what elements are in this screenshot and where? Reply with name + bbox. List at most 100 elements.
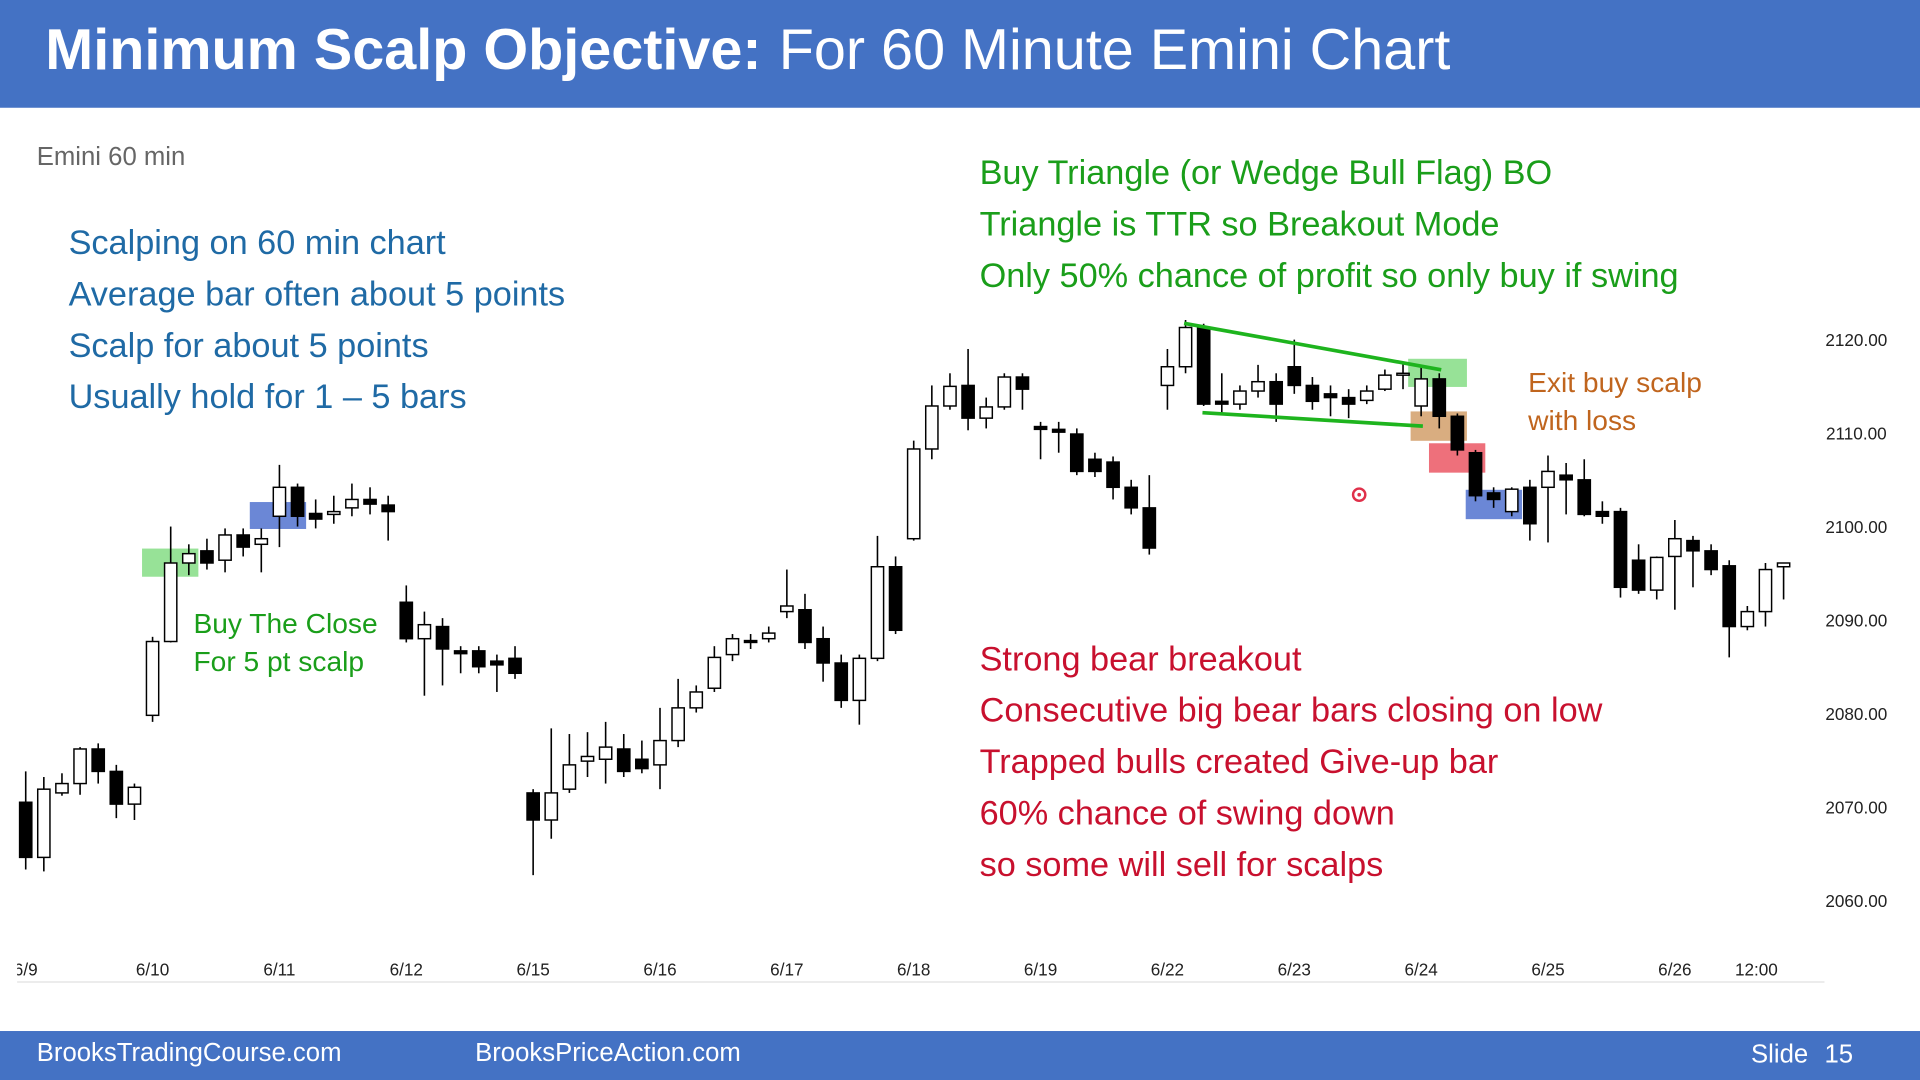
annotation: Buy The Close	[193, 608, 377, 639]
candles	[18, 320, 1791, 876]
candle-body	[1613, 510, 1628, 589]
annotation: 60% chance of swing down	[980, 795, 1395, 833]
x-tick-label: 6/11	[263, 960, 295, 980]
candle-body	[689, 691, 704, 709]
candle-body	[1106, 461, 1120, 489]
candle-body	[1142, 507, 1157, 549]
candle-body	[870, 566, 885, 660]
annotation: Consecutive big bear bars closing on low	[980, 692, 1603, 730]
trendline	[1183, 321, 1442, 372]
x-tick-label: 6/12	[390, 960, 423, 980]
candle-body	[961, 384, 975, 419]
candle-body	[562, 764, 577, 790]
candle-body	[1758, 568, 1773, 613]
candle-body	[1396, 372, 1410, 376]
candle-body	[1033, 425, 1048, 431]
x-tick-label: 6/16	[643, 960, 676, 980]
x-tick-label: 6/19	[1024, 960, 1057, 980]
cursor-dot	[1357, 492, 1362, 497]
y-tick-label: 2100.00	[1825, 517, 1887, 537]
candle-body	[290, 486, 305, 518]
candle-body	[635, 758, 649, 770]
candle-body	[1686, 539, 1700, 552]
candle-body	[1668, 537, 1682, 558]
candle-body	[1214, 400, 1229, 405]
candle-body	[798, 608, 812, 644]
candle-body	[979, 406, 994, 419]
title-bold: Minimum Scalp Objective:	[45, 18, 761, 82]
annotation: Only 50% chance of profit so only buy if…	[980, 257, 1679, 295]
candle-body	[1069, 433, 1084, 473]
annotation: Average bar often about 5 points	[69, 275, 566, 313]
candle-body	[236, 534, 251, 548]
candle-body	[163, 562, 178, 643]
candle-body	[779, 605, 794, 613]
annotation: Scalp for about 5 points	[69, 327, 429, 365]
candle-body	[1378, 374, 1392, 390]
x-tick-label: 6/25	[1531, 960, 1564, 980]
candle-body	[490, 660, 504, 666]
candle-body	[943, 385, 957, 407]
candle-body	[1051, 428, 1066, 433]
candle-body	[653, 739, 667, 766]
candle-body	[1287, 366, 1302, 387]
y-tick-label: 2120.00	[1825, 330, 1887, 350]
trendline	[1202, 410, 1423, 428]
annotations: Scalping on 60 min chart Average bar ofte…	[69, 154, 1702, 884]
x-tick-label: 6/23	[1278, 960, 1311, 980]
candle-body	[906, 448, 921, 540]
y-tick-label: 2090.00	[1825, 610, 1887, 630]
candle-body	[1468, 451, 1483, 497]
candle-body	[1740, 610, 1755, 628]
x-tick-label: 6/10	[136, 960, 169, 980]
x-tick-label: 6/18	[897, 960, 930, 980]
candle-body	[326, 510, 341, 516]
slide-label: Slide	[1751, 1040, 1808, 1068]
candle-body	[1722, 565, 1737, 628]
candle-body	[1233, 390, 1247, 405]
annotation: Buy Triangle (or Wedge Bull Flag) BO	[980, 154, 1553, 192]
candle-body	[761, 632, 776, 640]
y-tick-label: 2110.00	[1826, 423, 1887, 443]
annotation: For 5 pt scalp	[193, 646, 364, 677]
candle-body	[1251, 380, 1265, 392]
candle-body	[55, 782, 69, 794]
candle-body	[1631, 559, 1646, 591]
candle-body	[1015, 376, 1030, 390]
candle-body	[888, 566, 903, 632]
y-tick-label: 2070.00	[1825, 797, 1887, 817]
candle-body	[218, 534, 232, 561]
title-rest: For 60 Minute Emini Chart	[779, 18, 1451, 82]
candle-body	[1486, 492, 1501, 501]
candle-body	[616, 748, 631, 773]
candle-body	[18, 801, 33, 859]
candle-body	[1269, 380, 1284, 405]
cursor-dot	[1351, 487, 1367, 503]
x-tick-label: 6/26	[1658, 960, 1691, 980]
candle-body	[852, 657, 867, 702]
candle-body	[1196, 326, 1211, 405]
annotation: so some will sell for scalps	[980, 846, 1384, 884]
candle-body	[1341, 396, 1356, 405]
slide-number: 15	[1824, 1040, 1853, 1068]
x-tick-label: 6/24	[1404, 960, 1438, 980]
x-tick-label: 6/17	[770, 960, 803, 980]
candle-body	[544, 792, 559, 821]
candle-body	[73, 748, 87, 785]
candle-body	[924, 405, 939, 450]
candle-body	[471, 650, 486, 668]
candle-body	[598, 746, 613, 760]
candle-body	[1541, 470, 1555, 489]
candle-body	[254, 537, 269, 546]
candle-body	[743, 639, 758, 644]
annotation: Trapped bulls created Give-up bar	[980, 743, 1499, 781]
x-tick-label: 6/22	[1151, 960, 1184, 980]
footer-bar	[0, 1031, 1920, 1080]
footer-center: BrooksPriceAction.com	[475, 1039, 741, 1067]
candle-body	[1595, 510, 1610, 518]
candle-body	[1088, 458, 1102, 473]
candle-body	[580, 755, 595, 762]
candle-body	[381, 504, 396, 513]
